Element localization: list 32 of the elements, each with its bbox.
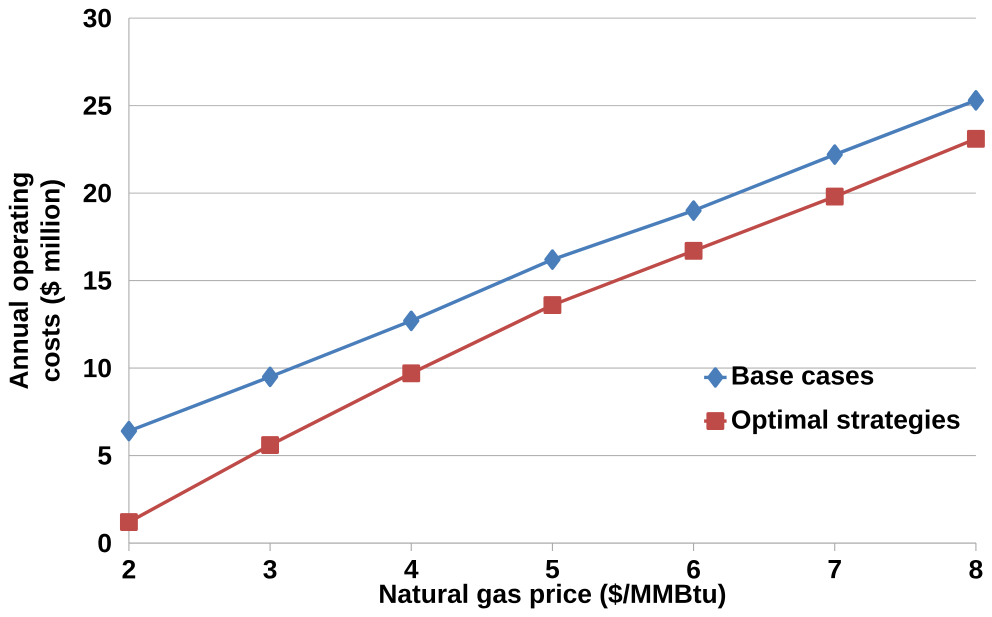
y-tick-label: 15 (84, 271, 112, 290)
point (262, 366, 278, 387)
point (543, 296, 562, 314)
point (826, 144, 843, 165)
legend-label: Optimal strategies (732, 409, 960, 434)
x-tick-label: 4 (404, 560, 418, 578)
point (120, 513, 138, 531)
y-tick-label: 5 (98, 446, 112, 465)
x-tick-label: 5 (546, 560, 560, 578)
point (261, 436, 280, 454)
point (685, 200, 702, 221)
point (968, 90, 984, 111)
y-tick-label: 25 (84, 96, 112, 115)
y-axis-title: Annual operating costs ($ million) (8, 173, 65, 389)
x-tick-label: 3 (263, 560, 276, 579)
y-tick-label: 0 (98, 534, 111, 552)
x-tick-label: 8 (969, 560, 982, 579)
point (403, 310, 420, 332)
point (826, 188, 844, 206)
y-tick-label: 30 (83, 8, 111, 28)
x-axis-title: Natural gas price ($/MMBtu) (380, 583, 726, 608)
y-tick-label: 10 (84, 358, 111, 378)
point (544, 249, 561, 270)
x-tick-label: 2 (122, 560, 136, 578)
point (966, 130, 985, 148)
point (402, 364, 420, 382)
point (684, 242, 703, 260)
y-tick-label: 20 (84, 184, 111, 202)
x-tick-label: 7 (828, 560, 841, 578)
x-tick-label: 6 (687, 560, 700, 579)
point (120, 420, 138, 442)
legend-label: Base cases (732, 366, 874, 385)
